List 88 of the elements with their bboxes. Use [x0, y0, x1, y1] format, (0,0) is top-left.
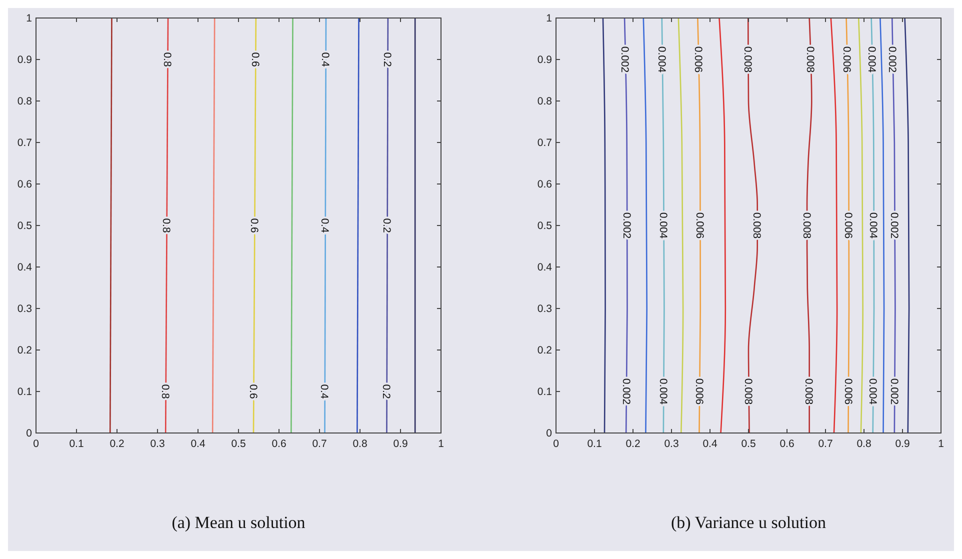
text: 0.006 [694, 212, 706, 239]
text: 0.6 [248, 52, 261, 67]
text: 0.002 [618, 46, 631, 73]
y-tick-label: 1 [546, 12, 552, 25]
y-tick-label: 0.2 [17, 344, 32, 357]
text: 0.4 [318, 384, 330, 399]
x-tick-label: 0.5 [231, 438, 246, 450]
text: 0.004 [656, 46, 668, 73]
text: 0.004 [866, 378, 879, 405]
line-series [678, 17, 684, 434]
x-tick-label: 0.6 [272, 438, 286, 450]
text: 0.002 [888, 212, 900, 239]
line-series [858, 17, 864, 434]
y-tick-label: 0.8 [17, 96, 32, 108]
y-tick-label: 0.9 [537, 54, 552, 66]
text: 0.006 [842, 378, 854, 405]
text: 0.006 [692, 378, 705, 405]
y-tick-label: 0 [26, 428, 32, 440]
y-tick-label: 0.1 [537, 386, 552, 398]
line-series [642, 17, 648, 434]
text: (b) Variance u solution [670, 513, 826, 532]
text: 0.4 [319, 52, 332, 67]
line-series [904, 17, 910, 434]
x-tick-label: 0.7 [312, 438, 327, 450]
y-tick-label: 0.1 [17, 386, 32, 398]
y-tick-label: 0.2 [537, 344, 552, 357]
text: 0.004 [867, 212, 880, 239]
line-series [880, 17, 885, 434]
x-tick-label: 0.8 [352, 438, 368, 450]
x-tick-label: 0.3 [150, 438, 165, 450]
x-tick-label: 0.5 [741, 438, 756, 450]
y-tick-label: 0.7 [17, 137, 32, 150]
text: 0.008 [802, 378, 815, 405]
text: 0.2 [380, 218, 393, 233]
x-tick-label: 0.6 [780, 438, 794, 450]
text: 0.8 [160, 218, 172, 233]
y-tick-label: 0 [546, 428, 552, 440]
y-tick-label: 0.9 [17, 54, 32, 66]
x-tick-label: 0.7 [818, 438, 833, 450]
text: 0.008 [750, 212, 763, 239]
text: 0.004 [657, 212, 670, 239]
text: 0.006 [840, 46, 852, 73]
text: 0.002 [620, 378, 632, 405]
y-tick-label: 0.7 [537, 137, 552, 150]
y-tick-label: 0.4 [17, 262, 32, 274]
x-tick-label: 0.9 [393, 438, 408, 450]
text: 0.8 [161, 52, 174, 67]
x-tick-label: 1 [438, 438, 444, 450]
x-tick-label: 0.8 [856, 438, 872, 450]
y-tick-label: 0.8 [537, 96, 552, 108]
text: 0.2 [381, 52, 394, 67]
text: 0.008 [742, 378, 754, 405]
y-tick-label: 0.6 [17, 178, 32, 191]
text: 0.6 [248, 218, 260, 233]
text: 0.002 [888, 378, 900, 405]
line-series [602, 17, 606, 434]
text: 0.006 [842, 212, 854, 239]
y-tick-label: 0.4 [537, 262, 552, 274]
y-tick-label: 0.3 [17, 303, 32, 316]
text: 0.004 [865, 46, 878, 73]
x-tick-label: 0.2 [110, 438, 124, 450]
x-tick-label: 0.1 [69, 438, 84, 450]
text: 0.008 [742, 46, 754, 73]
x-tick-label: 0.1 [587, 438, 602, 450]
text: 0.004 [656, 378, 669, 405]
line-series [718, 17, 726, 434]
x-tick-label: 0.3 [664, 438, 679, 450]
text: 0.2 [380, 384, 392, 399]
y-tick-label: 0.5 [537, 220, 552, 232]
text: 0.002 [620, 212, 632, 239]
x-tick-label: 0.2 [626, 438, 640, 450]
text: (a) Mean u solution [172, 513, 306, 532]
text: 0.002 [886, 46, 898, 73]
line-series [830, 17, 838, 434]
y-tick-label: 0.6 [537, 178, 552, 191]
text: 0.6 [247, 384, 260, 399]
x-tick-label: 1 [938, 438, 944, 450]
y-tick-label: 1 [26, 12, 32, 25]
x-tick-label: 0.4 [190, 438, 206, 450]
y-tick-label: 0.3 [537, 303, 552, 316]
y-tick-label: 0.5 [17, 220, 32, 232]
text: 0.4 [318, 218, 331, 233]
text: 0.008 [804, 46, 816, 73]
x-tick-label: 0.4 [702, 438, 718, 450]
text: 0.008 [800, 212, 812, 239]
text: 0.006 [692, 46, 704, 73]
text: 0.8 [159, 384, 172, 399]
x-tick-label: 0.9 [895, 438, 910, 450]
